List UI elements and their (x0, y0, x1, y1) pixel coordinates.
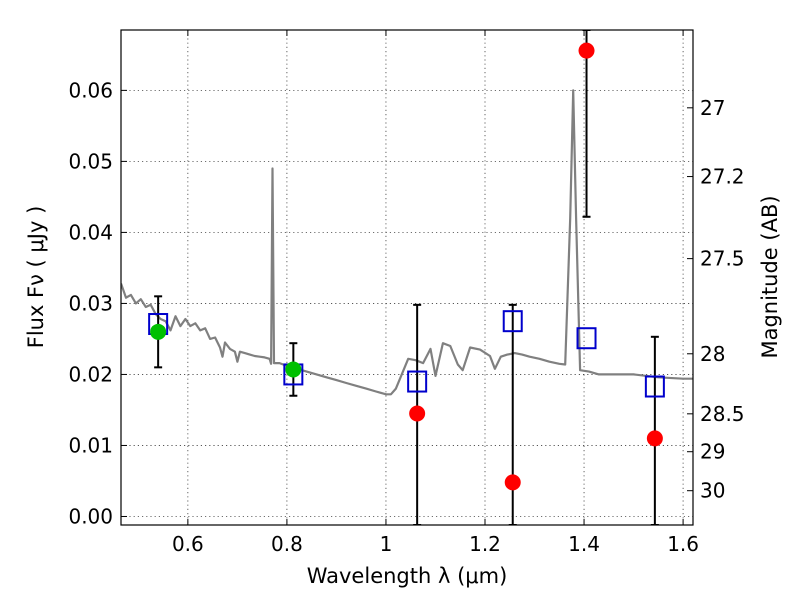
right-tick-label: 29 (700, 440, 725, 464)
y-tick-label: 0.02 (68, 362, 113, 386)
model-flux-square (502, 310, 523, 333)
y-tick-label: 0.01 (68, 433, 113, 457)
right-axis-label: Magnitude (AB) (758, 195, 782, 358)
right-tick-label: 28 (700, 342, 725, 366)
y-tick-label: 0.05 (68, 149, 113, 173)
model-flux-square (407, 370, 428, 393)
detection-point (285, 361, 302, 378)
axis-ticks: 0.6 0.8 1 1.2 1.4 1.6 0.00 0.01 0.02 0.03 0.04 0.05… (68, 30, 745, 556)
right-tick-label: 27.2 (700, 165, 745, 189)
plot-frame (120, 29, 694, 526)
right-tick-label: 27 (700, 96, 725, 120)
x-tick-label: 1 (380, 532, 393, 556)
model-flux-square (644, 375, 665, 398)
y-tick-label: 0.06 (68, 78, 113, 102)
detection-point (150, 323, 167, 340)
right-tick-label: 27.5 (700, 247, 745, 271)
y-tick-label: 0.04 (68, 220, 113, 244)
nondetection-point (504, 474, 521, 491)
model-flux-square (576, 327, 597, 350)
y-tick-label: 0.03 (68, 291, 113, 315)
x-tick-label: 0.8 (271, 532, 303, 556)
y-tick-label: 0.00 (68, 504, 113, 528)
x-tick-label: 1.6 (667, 532, 699, 556)
x-tick-label: 1.4 (568, 532, 600, 556)
x-tick-label: 1.2 (469, 532, 501, 556)
nondetection-point (578, 42, 595, 59)
right-tick-label: 30 (700, 479, 725, 503)
right-tick-label: 28.5 (700, 402, 745, 426)
sed-model-line (121, 89, 693, 396)
grid-lines (121, 30, 693, 525)
nondetection-point (409, 405, 426, 422)
data-layer (121, 30, 693, 525)
x-axis-label: Wavelength λ (μm) (307, 564, 508, 588)
x-tick-label: 0.6 (172, 532, 204, 556)
y-axis-label: Flux Fν ( μJy ) (24, 206, 48, 349)
nondetection-point (646, 430, 663, 447)
